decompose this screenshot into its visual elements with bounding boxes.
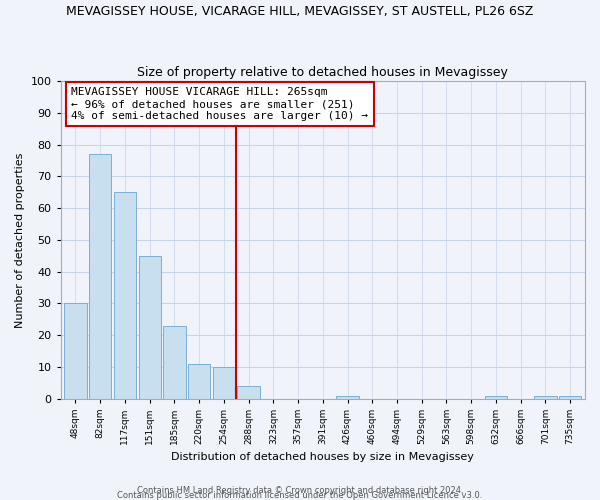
Bar xyxy=(139,256,161,399)
Text: MEVAGISSEY HOUSE VICARAGE HILL: 265sqm
← 96% of detached houses are smaller (251: MEVAGISSEY HOUSE VICARAGE HILL: 265sqm ←… xyxy=(71,88,368,120)
Bar xyxy=(163,326,185,399)
Bar xyxy=(114,192,136,399)
Y-axis label: Number of detached properties: Number of detached properties xyxy=(15,152,25,328)
Title: Size of property relative to detached houses in Mevagissey: Size of property relative to detached ho… xyxy=(137,66,508,78)
Bar xyxy=(337,396,359,399)
X-axis label: Distribution of detached houses by size in Mevagissey: Distribution of detached houses by size … xyxy=(172,452,474,462)
Bar xyxy=(238,386,260,399)
Text: Contains public sector information licensed under the Open Government Licence v3: Contains public sector information licen… xyxy=(118,491,482,500)
Bar xyxy=(64,304,86,399)
Bar xyxy=(534,396,557,399)
Text: MEVAGISSEY HOUSE, VICARAGE HILL, MEVAGISSEY, ST AUSTELL, PL26 6SZ: MEVAGISSEY HOUSE, VICARAGE HILL, MEVAGIS… xyxy=(67,5,533,18)
Bar xyxy=(89,154,111,399)
Bar xyxy=(188,364,210,399)
Bar xyxy=(485,396,507,399)
Bar xyxy=(559,396,581,399)
Text: Contains HM Land Registry data © Crown copyright and database right 2024.: Contains HM Land Registry data © Crown c… xyxy=(137,486,463,495)
Bar xyxy=(213,367,235,399)
